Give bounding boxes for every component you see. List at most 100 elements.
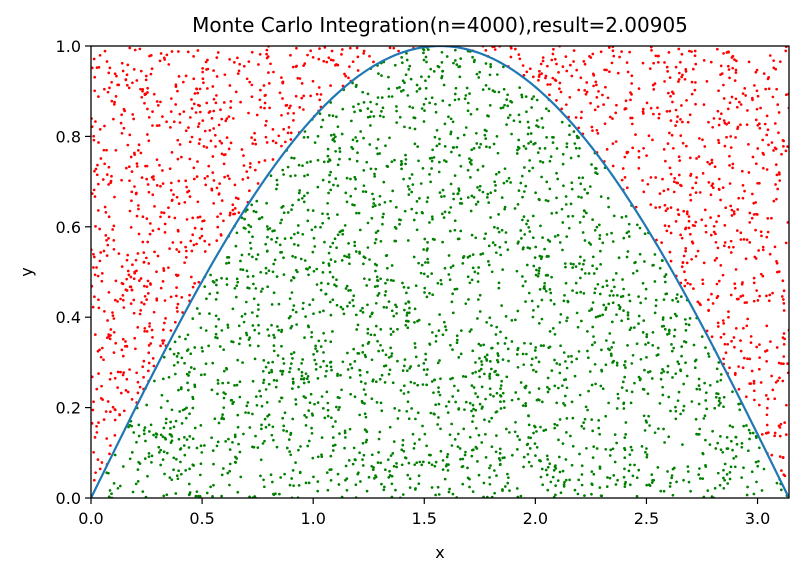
point-above-curve <box>756 181 759 185</box>
point-under-curve <box>446 411 450 414</box>
point-under-curve <box>312 236 316 240</box>
point-under-curve <box>567 226 571 230</box>
point-under-curve <box>446 469 450 472</box>
point-above-curve <box>667 224 671 228</box>
point-above-curve <box>131 113 135 116</box>
point-under-curve <box>235 457 239 460</box>
point-above-curve <box>555 62 558 66</box>
point-above-curve <box>234 90 238 94</box>
plot-frame <box>90 45 790 499</box>
point-under-curve <box>474 426 478 430</box>
point-under-curve <box>577 176 581 180</box>
point-under-curve <box>456 136 460 140</box>
point-above-curve <box>127 165 131 169</box>
point-above-curve <box>141 240 145 244</box>
point-above-curve <box>292 111 296 115</box>
point-under-curve <box>574 265 578 268</box>
point-under-curve <box>203 285 207 288</box>
point-above-curve <box>674 220 678 223</box>
point-under-curve <box>254 434 257 438</box>
point-under-curve <box>443 210 447 214</box>
point-under-curve <box>274 385 278 389</box>
point-under-curve <box>531 214 535 218</box>
point-under-curve <box>383 485 386 489</box>
point-above-curve <box>125 166 128 170</box>
point-above-curve <box>112 102 116 106</box>
point-under-curve <box>715 392 718 395</box>
point-under-curve <box>302 377 306 381</box>
point-above-curve <box>193 226 197 230</box>
point-under-curve <box>346 351 349 355</box>
point-under-curve <box>548 330 552 333</box>
point-under-curve <box>340 259 344 262</box>
point-under-curve <box>591 325 595 329</box>
point-above-curve <box>106 90 110 94</box>
point-under-curve <box>504 336 508 340</box>
point-under-curve <box>625 231 629 235</box>
point-under-curve <box>412 218 416 222</box>
point-above-curve <box>231 208 235 212</box>
point-under-curve <box>625 255 629 259</box>
point-above-curve <box>219 234 223 237</box>
point-above-curve <box>170 151 174 154</box>
point-under-curve <box>387 300 391 303</box>
point-under-curve <box>564 458 568 461</box>
point-under-curve <box>324 339 327 343</box>
point-above-curve <box>229 141 233 145</box>
point-above-curve <box>634 133 637 136</box>
point-under-curve <box>404 153 407 157</box>
point-under-curve <box>292 156 296 160</box>
point-under-curve <box>403 209 407 213</box>
point-under-curve <box>497 170 501 174</box>
point-under-curve <box>160 393 164 397</box>
point-above-curve <box>773 431 777 435</box>
point-under-curve <box>608 348 611 352</box>
point-under-curve <box>291 387 294 390</box>
point-under-curve <box>298 470 302 474</box>
point-under-curve <box>275 178 279 182</box>
point-under-curve <box>312 269 316 273</box>
point-above-curve <box>292 119 295 122</box>
point-under-curve <box>528 159 532 162</box>
point-under-curve <box>580 483 584 487</box>
point-under-curve <box>322 331 325 335</box>
point-under-curve <box>408 477 412 481</box>
point-under-curve <box>145 403 148 407</box>
point-under-curve <box>633 463 636 467</box>
point-under-curve <box>272 438 275 442</box>
point-under-curve <box>265 201 268 205</box>
point-above-curve <box>637 167 641 170</box>
point-above-curve <box>694 220 698 224</box>
point-under-curve <box>611 361 614 364</box>
point-above-curve <box>677 71 681 75</box>
point-above-curve <box>280 144 283 148</box>
point-above-curve <box>716 294 720 298</box>
point-above-curve <box>750 216 754 220</box>
point-under-curve <box>483 355 487 359</box>
point-under-curve <box>338 146 342 150</box>
point-above-curve <box>744 257 748 261</box>
point-under-curve <box>653 311 657 315</box>
point-above-curve <box>229 106 232 109</box>
point-under-curve <box>537 272 541 275</box>
point-under-curve <box>374 269 377 273</box>
point-under-curve <box>630 362 634 365</box>
point-under-curve <box>444 404 448 408</box>
point-under-curve <box>413 127 417 131</box>
point-under-curve <box>527 126 531 129</box>
point-above-curve <box>698 191 702 194</box>
point-under-curve <box>500 304 503 307</box>
point-under-curve <box>239 268 242 271</box>
point-under-curve <box>616 392 620 396</box>
point-under-curve <box>574 146 578 150</box>
point-above-curve <box>781 379 785 383</box>
point-under-curve <box>498 458 502 462</box>
point-under-curve <box>306 191 309 195</box>
point-under-curve <box>147 451 151 455</box>
point-under-curve <box>390 95 394 98</box>
point-under-curve <box>351 138 355 142</box>
point-under-curve <box>289 174 292 178</box>
point-above-curve <box>585 81 589 84</box>
point-above-curve <box>93 89 97 93</box>
point-under-curve <box>481 190 485 194</box>
